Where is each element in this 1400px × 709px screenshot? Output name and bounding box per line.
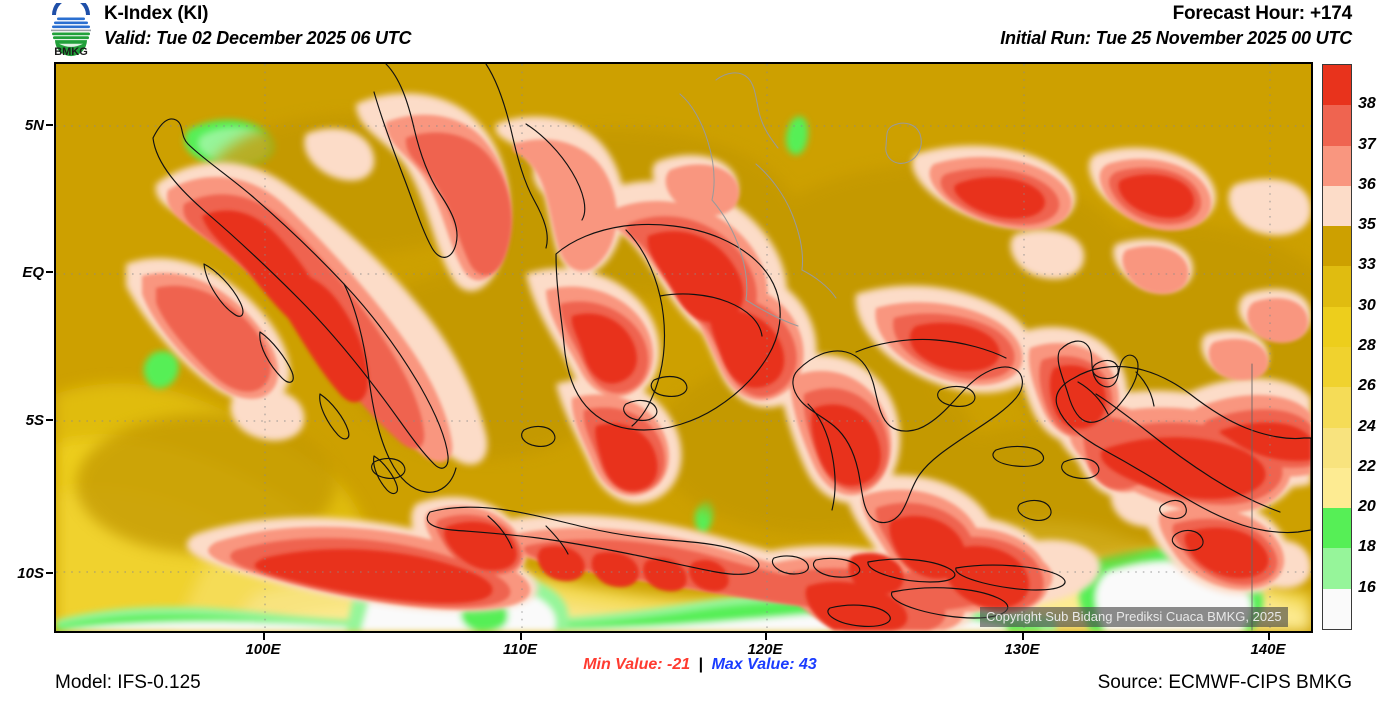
bmkg-logo: BMKG xyxy=(40,0,102,58)
colorbar-tick-label-36: 36 xyxy=(1358,175,1376,193)
x-tick-mark-120e xyxy=(765,633,767,640)
logo-text: BMKG xyxy=(54,46,88,57)
colorbar-band-18 xyxy=(1323,508,1351,549)
x-tick-label-140e: 140E xyxy=(1250,641,1286,658)
bmkg-logo-svg: BMKG xyxy=(51,0,91,58)
colorbar-band-26 xyxy=(1323,346,1351,388)
colorbar-band-38 xyxy=(1323,65,1351,106)
page-title: K-Index (KI) xyxy=(104,3,209,24)
source-label: Source: ECMWF-CIPS BMKG xyxy=(1097,672,1352,693)
x-tick-mark-130e xyxy=(1022,633,1024,640)
colorbar-band-36 xyxy=(1323,145,1351,186)
colorbar-band-below-min xyxy=(1323,588,1351,629)
x-tick-mark-110e xyxy=(520,633,522,640)
y-tick-mark-5s xyxy=(46,419,53,421)
y-tick-mark-eq xyxy=(46,271,53,273)
colorbar-tick-label-24: 24 xyxy=(1358,417,1376,435)
min-value-label: Min Value: -21 xyxy=(583,656,691,673)
colorbar-band-20 xyxy=(1323,467,1351,509)
colorbar-tick-label-20: 20 xyxy=(1358,498,1376,516)
colorbar[interactable] xyxy=(1322,64,1352,630)
header: BMKG K-Index (KI) Valid: Tue 02 December… xyxy=(0,0,1400,60)
colorbar-band-37 xyxy=(1323,105,1351,146)
max-value-label: Max Value: 43 xyxy=(711,656,817,673)
colorbar-band-16 xyxy=(1323,548,1351,589)
y-tick-label-eq: EQ xyxy=(22,264,44,281)
colorbar-band-33 xyxy=(1323,226,1351,267)
y-tick-label-5s: 5S xyxy=(25,412,44,429)
field-38-red xyxy=(202,174,1311,630)
colorbar-tick-label-35: 35 xyxy=(1358,216,1376,234)
logo-divider xyxy=(51,29,91,32)
colorbar-band-28 xyxy=(1323,306,1351,347)
model-label: Model: IFS-0.125 xyxy=(55,672,201,693)
y-tick-mark-10s xyxy=(46,572,53,574)
x-tick-mark-140e xyxy=(1268,633,1270,640)
ki-heatmap-svg xyxy=(56,64,1311,631)
y-tick-label-5n: 5N xyxy=(24,117,44,134)
run-info-block: Forecast Hour: +174 Initial Run: Tue 25 … xyxy=(1000,1,1352,51)
colorbar-tick-label-28: 28 xyxy=(1358,337,1376,354)
x-tick-label-100e: 100E xyxy=(245,641,281,658)
title-block: K-Index (KI) Valid: Tue 02 December 2025… xyxy=(104,1,412,51)
colorbar-tick-label-37: 37 xyxy=(1358,135,1376,153)
colorbar-band-24 xyxy=(1323,387,1351,428)
colorbar-tick-label-16: 16 xyxy=(1358,578,1376,596)
colorbar-tick-label-38: 38 xyxy=(1358,95,1376,113)
x-tick-mark-100e xyxy=(263,633,265,640)
colorbar-band-35 xyxy=(1323,185,1351,227)
colorbar-band-30 xyxy=(1323,266,1351,307)
min-max-values: Min Value: -21 | Max Value: 43 xyxy=(0,656,1400,674)
forecast-hour: Forecast Hour: +174 xyxy=(1172,3,1353,24)
y-tick-mark-5n xyxy=(46,124,53,126)
x-tick-label-120e: 120E xyxy=(747,641,783,658)
min-max-separator: | xyxy=(698,656,704,673)
colorbar-tick-label-30: 30 xyxy=(1358,296,1376,314)
x-tick-label-130e: 130E xyxy=(1004,641,1040,658)
coastlines xyxy=(152,64,1311,631)
colorbar-tick-label-18: 18 xyxy=(1358,538,1376,556)
colorbar-band-22 xyxy=(1323,427,1351,468)
colorbar-tick-label-22: 22 xyxy=(1358,457,1376,475)
map-plot[interactable]: Copyright Sub Bidang Prediksi Cuaca BMKG… xyxy=(54,62,1313,633)
initial-run: Initial Run: Tue 25 November 2025 00 UTC xyxy=(1000,28,1352,48)
y-tick-label-10s: 10S xyxy=(17,565,44,582)
logo-green-waves xyxy=(52,32,90,57)
valid-time: Valid: Tue 02 December 2025 06 UTC xyxy=(104,28,412,48)
x-tick-label-110e: 110E xyxy=(503,641,537,658)
logo-blue-waves xyxy=(52,0,90,29)
colorbar-tick-label-33: 33 xyxy=(1358,256,1376,274)
colorbar-tick-label-26: 26 xyxy=(1358,377,1376,395)
copyright-watermark: Copyright Sub Bidang Prediksi Cuaca BMKG… xyxy=(980,607,1288,627)
